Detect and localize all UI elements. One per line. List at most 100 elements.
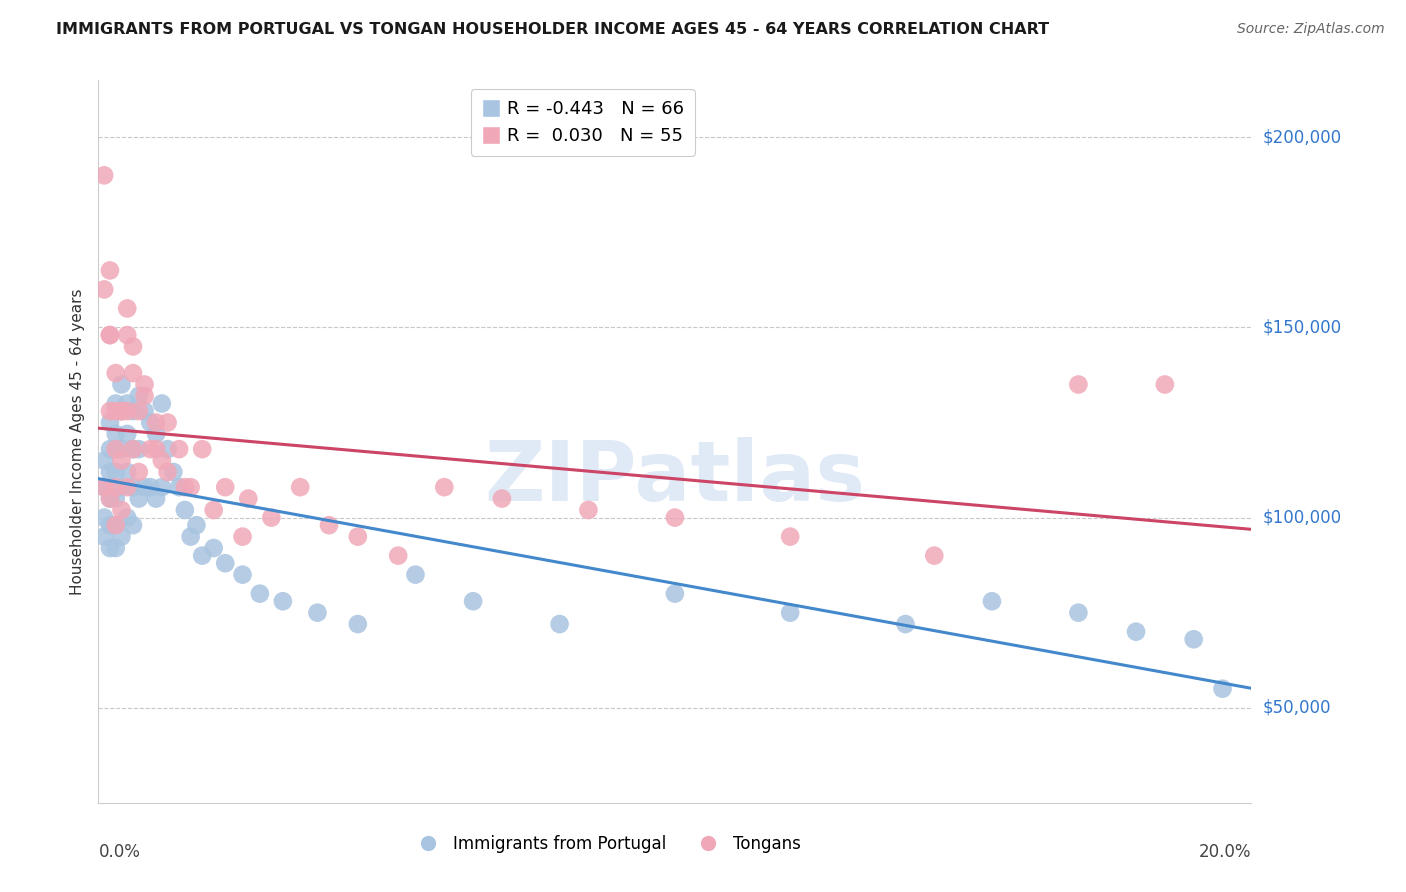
Point xyxy=(93,530,115,544)
Point xyxy=(93,510,115,524)
Point xyxy=(290,480,312,494)
Point xyxy=(122,480,145,494)
Point xyxy=(167,480,190,494)
Text: IMMIGRANTS FROM PORTUGAL VS TONGAN HOUSEHOLDER INCOME AGES 45 - 64 YEARS CORRELA: IMMIGRANTS FROM PORTUGAL VS TONGAN HOUSE… xyxy=(56,22,1049,37)
Point xyxy=(167,442,190,457)
Point xyxy=(346,530,368,544)
Point xyxy=(93,282,115,296)
Point xyxy=(98,491,121,506)
Point xyxy=(1067,606,1090,620)
Text: $200,000: $200,000 xyxy=(1263,128,1341,146)
Point xyxy=(1154,377,1177,392)
Point xyxy=(491,491,513,506)
Point xyxy=(117,328,139,343)
Point xyxy=(271,594,294,608)
Point xyxy=(104,442,127,457)
Point xyxy=(405,567,427,582)
Point xyxy=(231,567,254,582)
Point xyxy=(110,404,132,418)
Point xyxy=(122,518,145,533)
Point xyxy=(214,480,236,494)
Point xyxy=(433,480,456,494)
Text: $50,000: $50,000 xyxy=(1263,698,1331,717)
Point xyxy=(139,416,162,430)
Point xyxy=(134,480,156,494)
Point xyxy=(150,453,173,467)
Point xyxy=(93,453,115,467)
Point xyxy=(134,389,156,403)
Point xyxy=(307,606,329,620)
Point xyxy=(145,416,167,430)
Point xyxy=(664,587,686,601)
Point xyxy=(104,396,127,410)
Y-axis label: Householder Income Ages 45 - 64 years: Householder Income Ages 45 - 64 years xyxy=(69,288,84,595)
Point xyxy=(1125,624,1147,639)
Point xyxy=(387,549,409,563)
Point xyxy=(202,541,225,555)
Point xyxy=(139,480,162,494)
Point xyxy=(122,442,145,457)
Point xyxy=(104,366,127,380)
Point xyxy=(191,442,214,457)
Point xyxy=(98,541,121,555)
Point xyxy=(548,617,571,632)
Point xyxy=(981,594,1004,608)
Point xyxy=(98,442,121,457)
Text: ZIPatlas: ZIPatlas xyxy=(485,437,865,518)
Point xyxy=(117,404,139,418)
Point xyxy=(117,426,139,441)
Point xyxy=(1212,681,1234,696)
Point xyxy=(104,465,127,479)
Legend: Immigrants from Portugal, Tongans: Immigrants from Portugal, Tongans xyxy=(405,828,807,860)
Point xyxy=(128,442,150,457)
Point xyxy=(110,453,132,467)
Point xyxy=(110,442,132,457)
Point xyxy=(117,465,139,479)
Point xyxy=(186,518,208,533)
Point xyxy=(110,377,132,392)
Point xyxy=(98,416,121,430)
Point xyxy=(894,617,917,632)
Point xyxy=(145,491,167,506)
Point xyxy=(122,339,145,353)
Point xyxy=(104,541,127,555)
Point xyxy=(134,377,156,392)
Point xyxy=(202,503,225,517)
Point xyxy=(98,465,121,479)
Point xyxy=(128,465,150,479)
Point xyxy=(104,442,127,457)
Point xyxy=(134,404,156,418)
Point xyxy=(156,416,179,430)
Text: 20.0%: 20.0% xyxy=(1199,843,1251,861)
Text: Source: ZipAtlas.com: Source: ZipAtlas.com xyxy=(1237,22,1385,37)
Point xyxy=(98,491,121,506)
Point xyxy=(93,480,115,494)
Point xyxy=(150,480,173,494)
Point xyxy=(318,518,340,533)
Point xyxy=(924,549,946,563)
Point xyxy=(110,530,132,544)
Point xyxy=(104,491,127,506)
Point xyxy=(191,549,214,563)
Point xyxy=(162,465,184,479)
Point xyxy=(231,530,254,544)
Point xyxy=(104,404,127,418)
Point xyxy=(93,480,115,494)
Point xyxy=(139,442,162,457)
Point xyxy=(98,263,121,277)
Point xyxy=(104,518,127,533)
Point xyxy=(117,396,139,410)
Point xyxy=(98,518,121,533)
Point xyxy=(214,556,236,570)
Text: $150,000: $150,000 xyxy=(1263,318,1341,336)
Point xyxy=(156,465,179,479)
Point xyxy=(779,530,801,544)
Point xyxy=(110,404,132,418)
Point xyxy=(117,510,139,524)
Point xyxy=(150,396,173,410)
Text: 0.0%: 0.0% xyxy=(98,843,141,861)
Point xyxy=(180,480,202,494)
Point xyxy=(346,617,368,632)
Point xyxy=(238,491,260,506)
Point xyxy=(249,587,271,601)
